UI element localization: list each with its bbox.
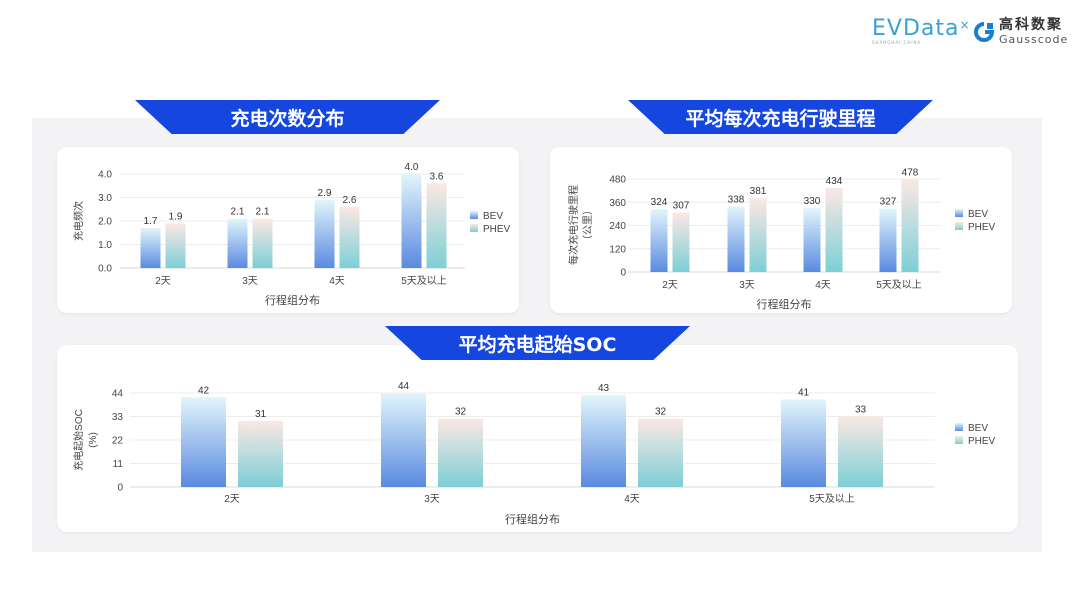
banner-soc: 平均充电起始SOC xyxy=(385,326,690,360)
evdata-logo-text: EVData xyxy=(872,16,960,41)
chart-card-mileage xyxy=(550,147,1012,313)
gausscode-cn: 高科数聚 xyxy=(999,17,1063,33)
banner-charge-count: 充电次数分布 xyxy=(135,100,440,134)
gausscode-mark-icon xyxy=(974,22,995,42)
chart-card-charge-count xyxy=(57,147,519,313)
chart-card-soc xyxy=(57,345,1018,532)
banner-mileage: 平均每次充电行驶里程 xyxy=(628,100,933,134)
gausscode-en: Gausscode xyxy=(999,33,1069,46)
gausscode-logo: 高科数聚 Gausscode xyxy=(973,18,1068,46)
evdata-logo-sub: SHANGHAI CHINA xyxy=(872,40,922,45)
evdata-x-mark: × xyxy=(959,17,970,32)
evdata-logo: EVData SHANGHAI CHINA × xyxy=(872,16,970,46)
